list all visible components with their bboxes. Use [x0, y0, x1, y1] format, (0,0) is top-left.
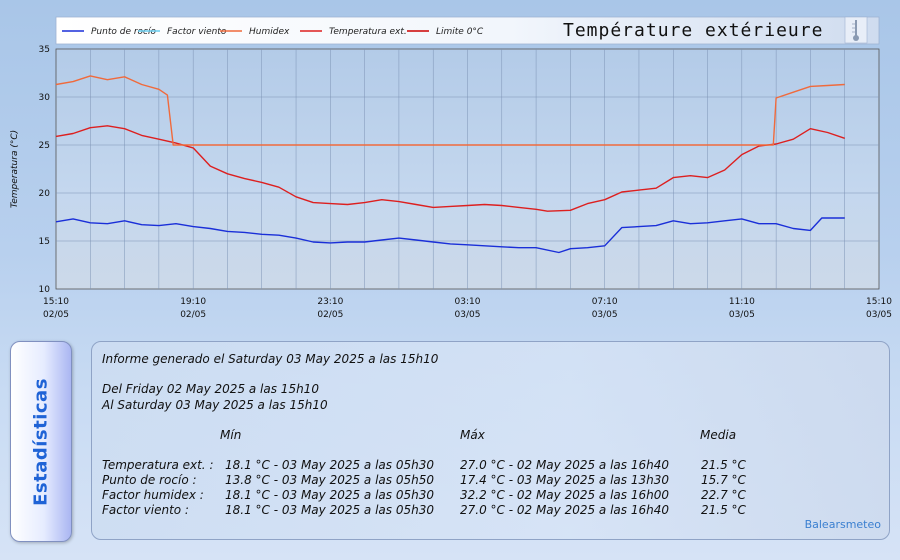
x-tick-time: 11:10	[729, 297, 755, 307]
legend-label: Limite 0°C	[436, 27, 484, 37]
x-tick-time: 07:10	[592, 297, 618, 307]
y-tick-label: 15	[39, 237, 50, 247]
y-tick-label: 10	[39, 285, 51, 295]
stat-row-min: 13.8 °C - 03 May 2025 a las 05h50	[225, 473, 434, 487]
x-tick-time: 19:10	[180, 297, 206, 307]
x-tick-date: 03/05	[729, 310, 755, 320]
stat-row-avg: 15.7 °C	[701, 473, 746, 487]
header-min: Mín	[220, 428, 242, 442]
stat-row-min: 18.1 °C - 03 May 2025 a las 05h30	[225, 503, 434, 517]
stat-row-avg: 22.7 °C	[701, 488, 746, 502]
report-generated: Informe generado el Saturday 03 May 2025…	[102, 352, 439, 366]
stat-row-max: 27.0 °C - 02 May 2025 a las 16h40	[460, 503, 669, 517]
series-line-humidex	[55, 75, 845, 146]
legend-label: Factor viento	[167, 27, 227, 37]
series-layer	[55, 75, 845, 254]
stat-row-max: 32.2 °C - 02 May 2025 a las 16h00	[460, 488, 669, 502]
legend-box	[55, 16, 880, 45]
stat-row-label: Punto de rocío :	[102, 473, 197, 487]
x-tick-time: 15:10	[866, 297, 892, 307]
legend-label: Humidex	[249, 27, 290, 37]
y-tick-label: 20	[39, 189, 51, 199]
x-tick-date: 03/05	[592, 310, 618, 320]
period-from: Del Friday 02 May 2025 a las 15h10	[102, 382, 319, 396]
stats-panel: Informe generado el Saturday 03 May 2025…	[91, 341, 890, 540]
stat-row-avg: 21.5 °C	[701, 458, 746, 472]
stats-side-tab-label: Estadísticas	[30, 377, 52, 506]
stat-row-min: 18.1 °C - 03 May 2025 a las 05h30	[225, 488, 434, 502]
x-tick-time: 23:10	[317, 297, 343, 307]
thermometer-icon	[844, 16, 868, 44]
stat-row-label: Temperatura ext. :	[102, 458, 214, 472]
x-tick-date: 02/05	[180, 310, 206, 320]
y-tick-label: 25	[39, 141, 50, 151]
brand-label: Balearsmeteo	[804, 518, 881, 531]
y-tick-label: 30	[39, 93, 51, 103]
y-tick-label: 35	[39, 45, 50, 55]
x-tick-date: 03/05	[455, 310, 481, 320]
stat-row-avg: 21.5 °C	[701, 503, 746, 517]
chart-title: Température extérieure	[563, 20, 823, 41]
y-axis: 10 15 20 25 30 35	[39, 45, 51, 295]
y-axis-label: Temperatura (°C)	[10, 130, 20, 208]
x-tick-date: 02/05	[317, 310, 343, 320]
period-to: Al Saturday 03 May 2025 a las 15h10	[102, 398, 328, 412]
stats-side-tab: Estadísticas	[10, 341, 72, 542]
series-line-punto-de-roc-o	[55, 217, 845, 254]
x-tick-date: 03/05	[866, 310, 892, 320]
stat-row-label: Factor humidex :	[102, 488, 204, 502]
header-avg: Media	[700, 428, 737, 442]
stat-row-label: Factor viento :	[102, 503, 189, 517]
temperature-chart: 10 15 20 25 30 35 15:10 02/05 19:10 02/05 23:10 02…	[10, 16, 892, 320]
stat-row-min: 18.1 °C - 03 May 2025 a las 05h30	[225, 458, 434, 472]
legend-label: Temperatura ext.	[329, 27, 407, 37]
x-tick-time: 03:10	[455, 297, 481, 307]
x-tick-date: 02/05	[43, 310, 69, 320]
stat-row-max: 27.0 °C - 02 May 2025 a las 16h40	[460, 458, 669, 472]
legend-label: Punto de rocío	[91, 27, 156, 37]
x-tick-time: 15:10	[43, 297, 69, 307]
legend: Punto de rocío Factor viento Humidex Temper…	[62, 27, 484, 37]
header-max: Máx	[460, 428, 485, 442]
series-line-temperatura-ext-	[55, 125, 845, 212]
stat-row-max: 17.4 °C - 03 May 2025 a las 13h30	[460, 473, 669, 487]
x-axis: 15:10 02/05 19:10 02/05 23:10 02/05 03:10 03/05…	[43, 297, 892, 320]
